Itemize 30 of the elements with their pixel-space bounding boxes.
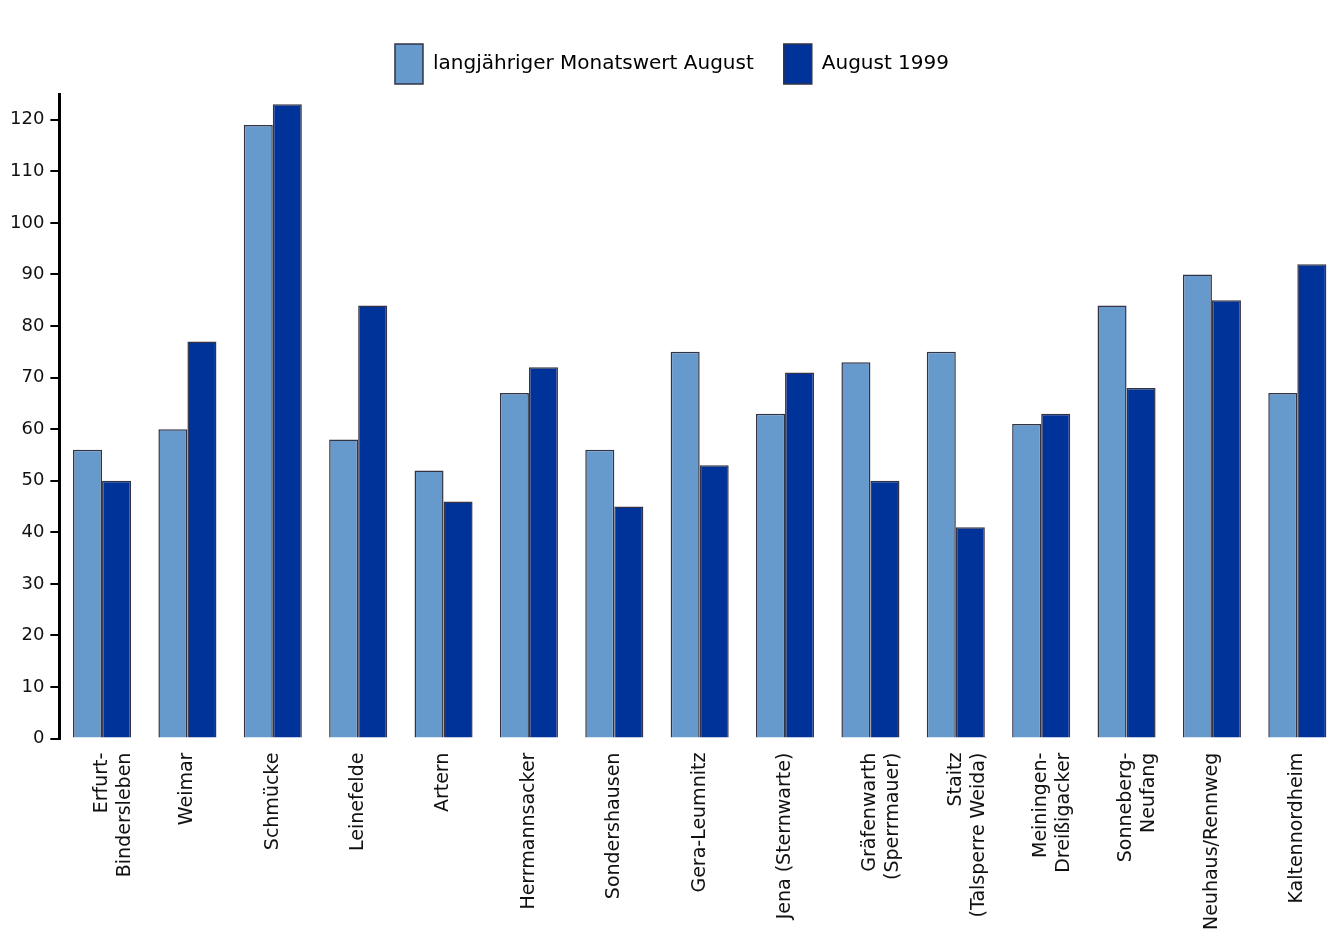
y-tick-label: 90 — [21, 262, 45, 284]
y-tick-label: 60 — [21, 416, 45, 438]
x-tick-label: Sondershausen — [601, 752, 624, 900]
x-tick-label: Weimar — [174, 752, 197, 826]
x-tick-label: Gera-Leumnitz — [686, 752, 709, 893]
y-tick-label: 70 — [21, 365, 45, 387]
x-tick-label: Gräfenwarth (Sperrmauer) — [857, 752, 903, 880]
y-tick-label: 110 — [10, 159, 45, 181]
y-tick-label: 30 — [21, 571, 45, 593]
x-tick-label: Staitz (Talsperre Weida) — [942, 752, 988, 918]
y-tick-label: 80 — [21, 313, 45, 335]
x-tick-label: Neuhaus/Rennweg — [1198, 752, 1221, 931]
y-tick-label: 10 — [21, 674, 45, 696]
y-tick-label: 40 — [21, 520, 45, 542]
legend-label: langjähriger Monatswert August — [432, 50, 754, 75]
x-tick-label: Jena (Sternwarte) — [771, 752, 794, 921]
legend-label: August 1999 — [821, 50, 950, 75]
x-tick-label: Kaltennordheim — [1284, 752, 1307, 904]
x-tick-label: Schmücke — [259, 752, 282, 851]
y-tick-label: 120 — [10, 107, 45, 129]
x-tick-label: Erfurt- Bindersleben — [88, 752, 134, 878]
x-tick-label: Sonneberg- Neufang — [1113, 752, 1159, 863]
y-tick-label: 50 — [21, 468, 45, 490]
x-tick-label: Artern — [430, 752, 453, 813]
x-tick-label: Leinefelde — [345, 752, 368, 851]
y-tick-label: 20 — [21, 623, 45, 645]
y-tick-label: 0 — [32, 726, 45, 748]
y-tick-label: 100 — [10, 210, 45, 232]
x-tick-label: Meiningen- Dreißigacker — [1028, 752, 1073, 873]
x-tick-label: Herrmannsacker — [515, 752, 538, 910]
